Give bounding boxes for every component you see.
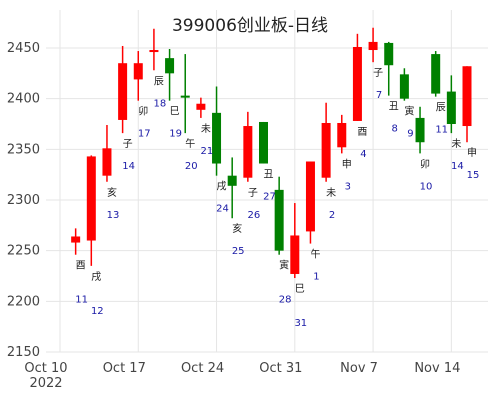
day-label: 31 bbox=[294, 318, 307, 329]
lunar-label: 酉 bbox=[76, 261, 86, 272]
y-tick-label: 2150 bbox=[7, 345, 40, 360]
x-tick-label: Oct 17 bbox=[103, 361, 146, 376]
x-tick-label: Nov 14 bbox=[414, 361, 460, 376]
y-tick-label: 2250 bbox=[7, 244, 40, 259]
lunar-label: 申 bbox=[467, 146, 477, 159]
day-label: 20 bbox=[185, 161, 198, 172]
x-tick-label: Oct 10 bbox=[24, 361, 67, 376]
candle-body bbox=[290, 235, 300, 274]
lunar-label: 午 bbox=[310, 248, 320, 261]
candle-layer bbox=[71, 27, 472, 279]
lunar-label: 戌 bbox=[91, 270, 101, 283]
candle-body bbox=[305, 161, 315, 232]
candle-body bbox=[243, 126, 253, 178]
lunar-label: 丑 bbox=[389, 102, 399, 113]
lunar-label: 丑 bbox=[264, 170, 274, 181]
day-label: 17 bbox=[138, 129, 151, 140]
candle-body bbox=[446, 91, 456, 124]
lunar-label: 未 bbox=[451, 138, 461, 150]
lunar-label: 巳 bbox=[295, 283, 305, 295]
lunar-label: 未 bbox=[326, 187, 336, 199]
candle-body bbox=[321, 122, 331, 178]
day-label: 25 bbox=[232, 246, 245, 257]
candle-body bbox=[86, 156, 96, 241]
candle-body bbox=[102, 148, 112, 176]
candle-body bbox=[149, 50, 159, 53]
candle-body bbox=[165, 58, 175, 74]
day-label: 27 bbox=[263, 192, 276, 203]
candle-body bbox=[415, 117, 425, 143]
day-label: 9 bbox=[407, 129, 413, 140]
lunar-label: 酉 bbox=[357, 127, 367, 138]
candle-body bbox=[180, 95, 190, 98]
lunar-label: 辰 bbox=[436, 102, 446, 114]
y-tick-label: 2350 bbox=[7, 142, 40, 157]
candle-body bbox=[431, 54, 441, 94]
day-label: 4 bbox=[360, 149, 366, 160]
day-label: 26 bbox=[247, 210, 260, 221]
y-tick-label: 2450 bbox=[7, 41, 40, 56]
lunar-label: 寅 bbox=[404, 105, 414, 118]
day-label: 12 bbox=[91, 306, 104, 317]
x-tick-label: Oct 31 bbox=[259, 361, 302, 376]
day-label: 7 bbox=[376, 90, 382, 101]
x-tick-label: Nov 7 bbox=[340, 361, 378, 376]
day-label: 24 bbox=[216, 204, 229, 215]
day-label: 19 bbox=[169, 129, 182, 140]
candle-body bbox=[462, 66, 472, 127]
candle-body bbox=[368, 41, 378, 51]
x-tick-year-label: 2022 bbox=[29, 376, 62, 391]
candle-body bbox=[399, 74, 409, 99]
candle-body bbox=[337, 122, 347, 148]
day-label: 3 bbox=[345, 181, 351, 192]
lunar-label: 亥 bbox=[232, 222, 242, 235]
chart-title: 399006创业板-日线 bbox=[172, 16, 328, 36]
candle-body bbox=[212, 112, 222, 164]
candle-body bbox=[227, 175, 237, 186]
lunar-label: 巳 bbox=[170, 106, 180, 118]
day-label: 13 bbox=[107, 210, 120, 221]
candle-body bbox=[133, 63, 143, 80]
candle-body bbox=[71, 236, 81, 243]
y-tick-label: 2200 bbox=[7, 294, 40, 309]
day-label: 14 bbox=[122, 161, 135, 172]
lunar-label: 卯 bbox=[420, 158, 430, 170]
lunar-label: 辰 bbox=[154, 75, 164, 87]
day-label: 1 bbox=[313, 272, 319, 283]
x-tick-label: Oct 24 bbox=[181, 361, 224, 376]
candle-body bbox=[196, 103, 206, 110]
lunar-label: 卯 bbox=[138, 106, 148, 118]
candle-body bbox=[274, 189, 284, 251]
lunar-label: 子 bbox=[248, 187, 258, 199]
day-label: 21 bbox=[201, 146, 214, 157]
lunar-label: 亥 bbox=[107, 186, 117, 199]
lunar-label: 戌 bbox=[217, 180, 227, 193]
lunar-label: 午 bbox=[185, 137, 195, 150]
candle-body bbox=[259, 121, 268, 164]
lunar-label: 寅 bbox=[279, 259, 289, 272]
day-label: 2 bbox=[329, 210, 335, 221]
lunar-label: 子 bbox=[373, 67, 383, 79]
label-layer: 酉11戌12亥13子14卯17辰18巳19午20未21戌24亥25子26丑27寅… bbox=[75, 67, 479, 329]
day-label: 18 bbox=[154, 98, 167, 109]
day-label: 15 bbox=[467, 170, 480, 181]
candle-body bbox=[384, 42, 394, 66]
day-label: 14 bbox=[451, 161, 464, 172]
day-label: 11 bbox=[75, 295, 88, 306]
y-tick-label: 2300 bbox=[7, 193, 40, 208]
candle-body bbox=[352, 46, 362, 121]
day-label: 8 bbox=[392, 124, 398, 135]
lunar-label: 未 bbox=[201, 123, 211, 135]
day-label: 10 bbox=[420, 181, 433, 192]
y-tick-label: 2400 bbox=[7, 92, 40, 107]
day-label: 28 bbox=[279, 295, 292, 306]
lunar-label: 子 bbox=[123, 138, 133, 150]
lunar-label: 申 bbox=[342, 157, 352, 170]
day-label: 11 bbox=[435, 125, 448, 136]
candle-body bbox=[118, 63, 128, 120]
